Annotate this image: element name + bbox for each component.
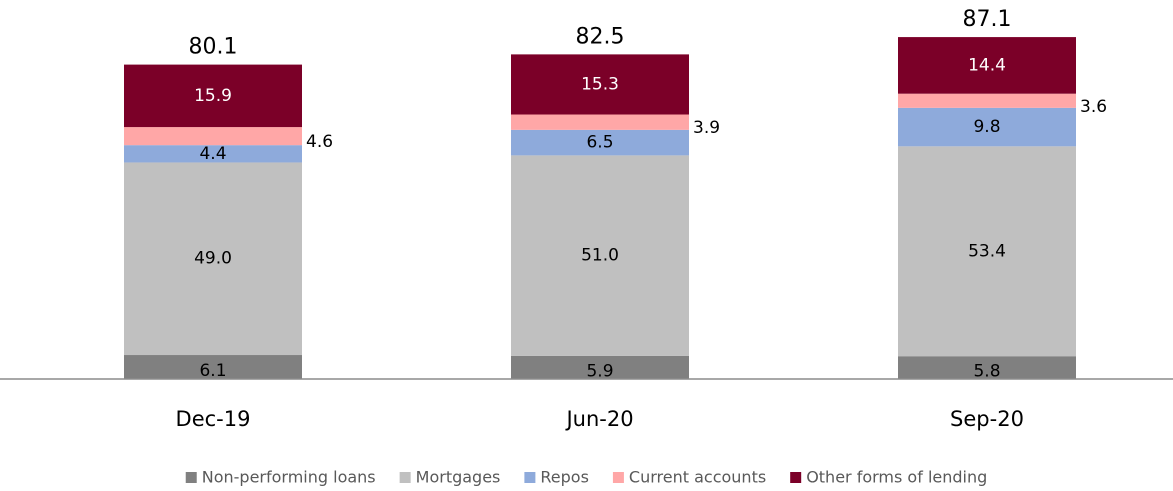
data-label: 6.1 <box>199 361 226 381</box>
legend-swatch <box>790 472 802 483</box>
legend-swatch <box>612 472 624 483</box>
data-label: 15.3 <box>581 74 619 94</box>
data-label: 53.4 <box>968 241 1006 261</box>
data-label: 9.8 <box>973 117 1000 137</box>
data-label: 51.0 <box>581 246 619 266</box>
bar-segment <box>511 155 689 356</box>
bar-segment <box>898 37 1076 94</box>
legend-label: Mortgages <box>416 468 501 487</box>
legend-swatch <box>185 472 197 483</box>
bar-segment <box>124 145 302 163</box>
data-label: 6.5 <box>586 133 613 153</box>
total-label: 80.1 <box>189 35 238 60</box>
total-label: 87.1 <box>963 7 1012 32</box>
data-label: 15.9 <box>194 86 232 106</box>
bar-segment <box>898 93 1076 108</box>
total-label: 82.5 <box>576 24 625 49</box>
data-label: 3.9 <box>693 118 720 138</box>
bar-segment <box>511 54 689 115</box>
bar-segment <box>898 146 1076 357</box>
bar-segment <box>511 355 689 379</box>
data-label: 3.6 <box>1080 97 1107 117</box>
legend-label: Other forms of lending <box>806 468 987 487</box>
x-tick-label: Sep-20 <box>950 407 1024 431</box>
legend: Non-performing loans Mortgages Repos Curren… <box>185 468 987 487</box>
bar-segment <box>511 114 689 130</box>
legend-label: Current accounts <box>629 468 766 487</box>
legend-swatch <box>524 472 536 483</box>
data-label: 14.4 <box>968 55 1006 75</box>
bar-segment <box>124 127 302 146</box>
bar-segment <box>124 162 302 356</box>
x-tick-label: Dec-19 <box>176 407 251 431</box>
bar-segment <box>898 356 1076 379</box>
x-tick-label: Jun-20 <box>564 407 633 431</box>
data-label: 5.8 <box>973 362 1000 382</box>
bar-segment <box>124 355 302 379</box>
legend-label: Non-performing loans <box>202 468 376 487</box>
legend-swatch <box>399 472 411 483</box>
data-label: 49.0 <box>194 249 232 269</box>
bar-segment <box>511 129 689 156</box>
data-label: 4.4 <box>199 144 226 164</box>
data-label: 4.6 <box>306 132 333 152</box>
data-label: 5.9 <box>586 361 613 381</box>
legend-label: Repos <box>540 468 589 487</box>
bar-segment <box>124 64 302 128</box>
bar-segment <box>898 107 1076 147</box>
